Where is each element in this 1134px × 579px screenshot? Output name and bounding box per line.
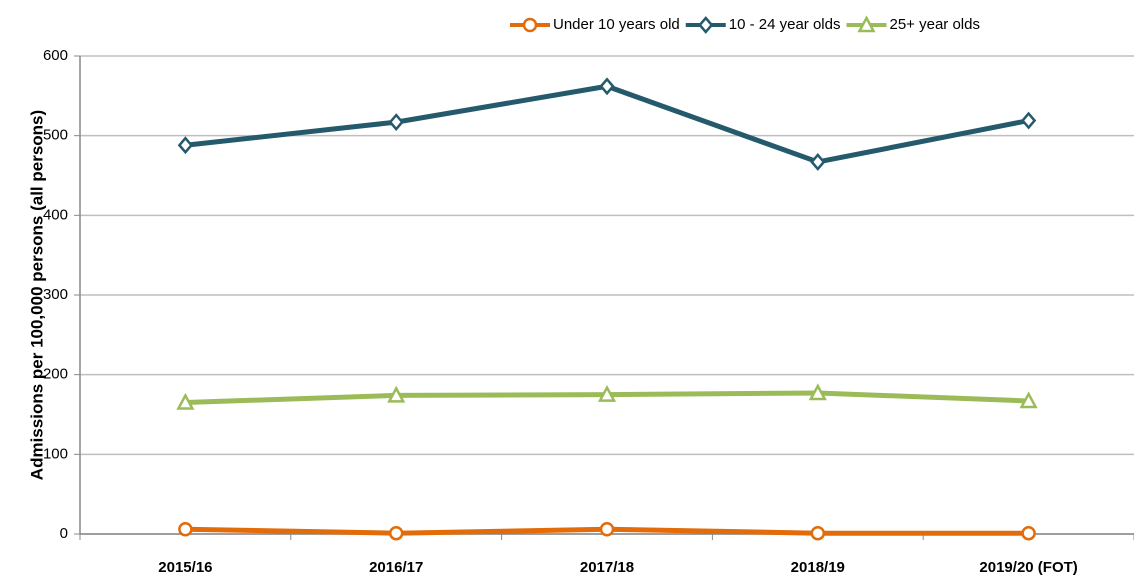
series-line	[185, 83, 1030, 165]
y-axis-title: Admissions per 100,000 persons (all pers…	[27, 110, 46, 480]
marker	[599, 77, 615, 96]
marker	[698, 16, 714, 34]
legend: Under 10 years old 10 - 24 year olds 25+ y…	[510, 15, 980, 34]
legend-label: 25+ year olds	[889, 16, 979, 33]
marker	[1020, 111, 1037, 130]
marker	[1019, 391, 1038, 409]
marker	[597, 384, 617, 402]
marker	[857, 15, 876, 33]
y-tick-label: 200	[43, 366, 68, 383]
marker	[808, 383, 827, 401]
marker	[810, 153, 826, 171]
marker	[388, 113, 404, 132]
y-tick-label: 600	[43, 47, 68, 64]
marker	[176, 392, 195, 410]
legend-label: Under 10 years old	[553, 16, 680, 33]
marker	[177, 136, 194, 155]
marker	[178, 521, 193, 537]
y-tick-label: 0	[60, 525, 68, 542]
marker	[522, 17, 538, 33]
marker	[810, 525, 826, 541]
marker	[599, 521, 615, 537]
y-tick-label: 400	[43, 206, 68, 223]
x-tick-label: 2016/17	[369, 559, 423, 576]
marker	[388, 525, 404, 541]
y-tick-label: 500	[43, 127, 68, 144]
y-tick-label: 300	[43, 286, 68, 303]
x-tick-label: 2018/19	[791, 559, 845, 576]
marker	[387, 385, 406, 403]
x-tick-label: 2017/18	[580, 559, 634, 576]
x-tick-label: 2015/16	[158, 559, 212, 576]
y-tick-label: 100	[43, 445, 68, 462]
legend-label: 10 - 24 year olds	[729, 16, 841, 33]
marker	[1021, 525, 1036, 541]
x-tick-label: 2019/20 (FOT)	[979, 559, 1077, 576]
